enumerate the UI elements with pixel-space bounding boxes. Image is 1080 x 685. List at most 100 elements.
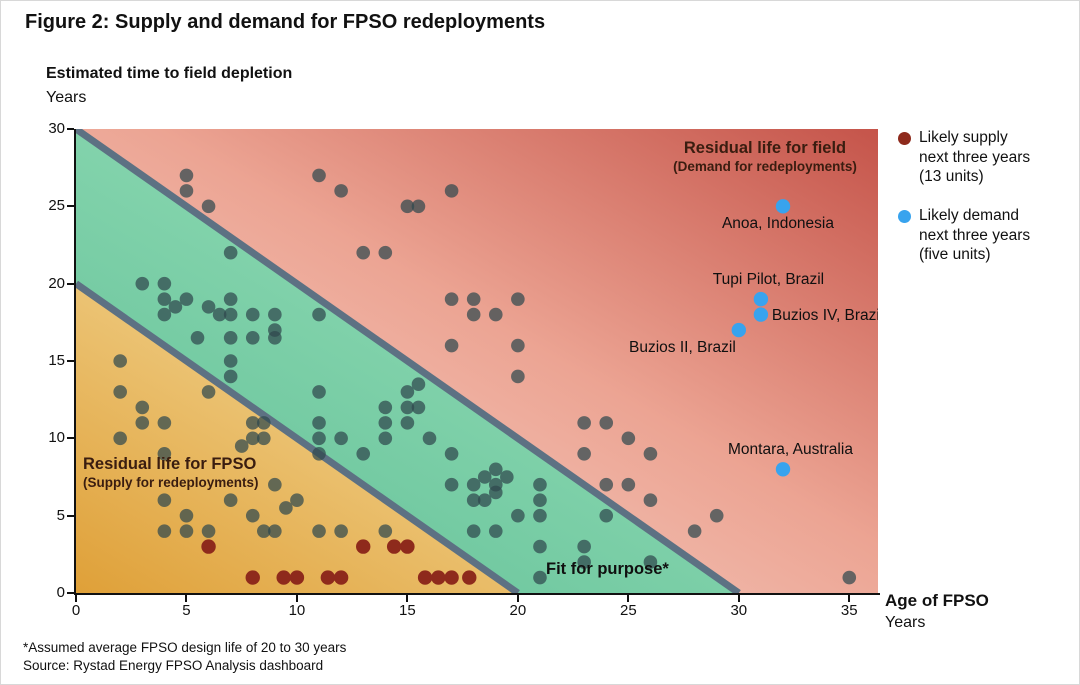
- fleet-point: [179, 524, 194, 538]
- supply-point: [320, 570, 336, 585]
- fleet-point: [533, 539, 547, 554]
- fleet-point: [312, 168, 326, 183]
- fleet-point: [157, 447, 172, 461]
- fleet-point: [511, 292, 525, 306]
- supply-dot-icon: [898, 132, 911, 145]
- demand-dot-icon: [898, 210, 911, 224]
- fleet-point: [179, 292, 194, 306]
- y-axis-unit: Years: [46, 89, 87, 106]
- demand-point-label: Montara, Australia: [728, 441, 853, 459]
- x-tick: [737, 595, 740, 602]
- y-axis-line: [74, 129, 76, 595]
- y-tick-label: 30: [48, 120, 65, 137]
- fleet-point: [599, 416, 614, 430]
- y-tick: [67, 592, 74, 594]
- fleet-point: [113, 385, 127, 399]
- fleet-point: [477, 470, 492, 484]
- region-label-field-line1: Residual life for field: [683, 139, 847, 157]
- fleet-point: [533, 508, 547, 523]
- x-axis-line: [74, 593, 880, 595]
- fleet-point: [312, 447, 326, 461]
- legend: Likely supply next three years (13 units…: [898, 128, 1068, 284]
- supply-point: [444, 570, 459, 585]
- fleet-point: [312, 416, 326, 430]
- fleet-point: [190, 331, 205, 345]
- y-tick-label: 20: [48, 274, 65, 292]
- demand-point: [753, 307, 769, 322]
- region-label-fpso-line2: (Supply for redeployments): [83, 474, 259, 490]
- fleet-point: [444, 447, 459, 461]
- fleet-point: [157, 307, 172, 322]
- supply-point: [462, 570, 477, 585]
- fleet-point: [488, 485, 503, 500]
- fleet-point: [400, 416, 415, 430]
- fleet-point: [268, 524, 282, 538]
- fleet-point: [533, 493, 547, 508]
- supply-point: [333, 570, 349, 585]
- fleet-point: [577, 416, 591, 430]
- y-tick: [67, 437, 74, 440]
- fleet-point: [245, 416, 260, 430]
- fleet-point: [356, 447, 371, 461]
- fleet-point: [245, 331, 260, 345]
- fleet-point: [477, 493, 492, 508]
- fleet-point: [179, 168, 194, 183]
- legend-supply-label: Likely supply next three years (13 units…: [919, 129, 1031, 186]
- fleet-point: [157, 524, 172, 538]
- fleet-point: [312, 524, 326, 538]
- demand-point-label: Buzios II, Brazil: [629, 339, 736, 357]
- fleet-point: [511, 508, 525, 523]
- fleet-point: [201, 385, 216, 399]
- fleet-point: [157, 416, 172, 430]
- fleet-point: [279, 501, 293, 515]
- fleet-point: [256, 524, 271, 538]
- fleet-point: [577, 447, 591, 461]
- supply-point: [201, 539, 216, 554]
- fleet-point: [643, 555, 658, 569]
- fleet-point: [511, 338, 525, 353]
- fleet-point: [223, 331, 238, 345]
- x-tick-label: 10: [288, 602, 306, 619]
- fleet-point: [411, 199, 426, 214]
- plot-area: Residual life for field (Demand for rede…: [76, 129, 878, 593]
- fleet-point: [621, 431, 636, 446]
- fleet-point: [179, 508, 194, 523]
- fleet-point: [312, 385, 326, 399]
- fleet-point: [334, 184, 348, 198]
- demand-point: [731, 322, 747, 338]
- fleet-point: [135, 400, 150, 415]
- fleet-point: [444, 184, 459, 198]
- fleet-point: [201, 300, 216, 314]
- fleet-point: [268, 477, 282, 492]
- fleet-point: [378, 245, 393, 260]
- boundary-line-field-limit: [76, 129, 741, 593]
- fleet-point: [466, 292, 481, 306]
- fleet-point: [113, 431, 127, 446]
- fleet-point: [223, 354, 238, 368]
- fleet-point: [290, 493, 304, 508]
- fleet-point: [488, 524, 503, 538]
- fleet-point: [223, 245, 238, 260]
- x-tick-label: 20: [509, 602, 527, 619]
- fleet-point: [378, 400, 393, 415]
- fleet-point: [223, 493, 238, 508]
- x-tick: [75, 595, 77, 602]
- demand-point-label: Tupi Pilot, Brazil: [712, 271, 825, 289]
- fleet-point: [842, 570, 857, 585]
- fleet-point: [356, 245, 371, 260]
- fleet-point: [256, 416, 271, 430]
- y-tick-label: 10: [48, 429, 65, 447]
- supply-point: [417, 570, 433, 585]
- fleet-point: [466, 307, 481, 322]
- fleet-point: [709, 508, 724, 523]
- fleet-point: [168, 300, 183, 314]
- x-tick: [516, 595, 519, 602]
- demand-point-label: Buzios IV, Brazil: [771, 306, 878, 324]
- x-tick-label: 0: [71, 602, 81, 619]
- y-tick: [67, 205, 74, 208]
- fleet-point: [157, 493, 172, 508]
- fleet-point: [444, 477, 459, 492]
- fleet-point: [201, 524, 216, 538]
- fleet-point: [201, 199, 216, 214]
